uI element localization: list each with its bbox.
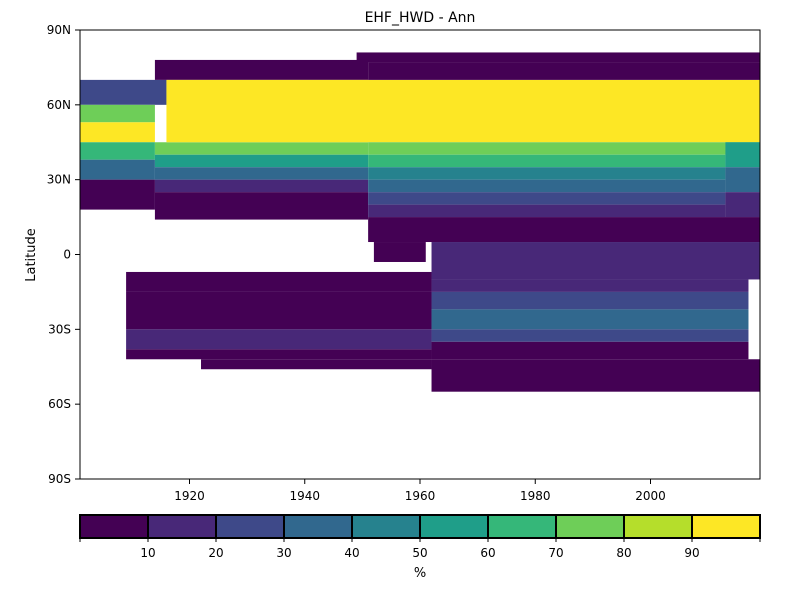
colorbar-tick-label: 50 xyxy=(412,546,427,560)
colorbar-swatch-4 xyxy=(351,514,421,539)
y-tick-label: 60N xyxy=(47,98,71,112)
heatmap-cell-16 xyxy=(368,154,726,168)
y-axis: 90N 60N 30N 0 30S 60S 90S xyxy=(47,23,80,486)
heatmap-cell-2 xyxy=(80,104,155,123)
heatmap-cell-20 xyxy=(368,204,726,218)
heatmap-cell-3 xyxy=(80,122,155,143)
heatmap-cell-17 xyxy=(368,167,726,180)
heatmap-cell-0 xyxy=(356,52,760,63)
colorbar-swatch-1 xyxy=(147,514,217,539)
colorbar-tick-label: 70 xyxy=(548,546,563,560)
chart-title: EHF_HWD - Ann xyxy=(365,10,476,26)
colorbar-swatch-2 xyxy=(215,514,285,539)
heatmap-cell-27 xyxy=(126,271,432,292)
y-tick-label: 0 xyxy=(63,248,71,262)
x-tick-label: 1920 xyxy=(174,489,205,503)
heatmap-cell-10 xyxy=(154,167,369,180)
colorbar-tick-label: 40 xyxy=(344,546,359,560)
colorbar-swatch-8 xyxy=(623,514,693,539)
heatmap-cell-35 xyxy=(126,349,432,360)
x-tick-label: 2000 xyxy=(635,489,666,503)
y-tick-label: 30N xyxy=(47,173,71,187)
heatmap-cell-30 xyxy=(126,291,432,330)
x-tick-label: 1980 xyxy=(520,489,551,503)
x-tick-label: 1940 xyxy=(289,489,320,503)
colorbar-swatch-9 xyxy=(691,514,761,539)
heatmap-cell-34 xyxy=(431,341,749,360)
y-tick-label: 90N xyxy=(47,23,71,37)
heatmap-cell-15 xyxy=(368,142,760,155)
colorbar-tick-label: 90 xyxy=(684,546,699,560)
heatmap-cell-13 xyxy=(166,79,760,143)
heatmap-cell-37 xyxy=(431,359,760,392)
heatmap-cell-26 xyxy=(431,242,760,280)
heatmap-cell-7 xyxy=(154,59,369,80)
colorbar-swatch-6 xyxy=(487,514,557,539)
y-tick-label: 90S xyxy=(48,472,71,486)
heatmap-cell-29 xyxy=(431,291,749,310)
heatmap-cell-19 xyxy=(368,192,726,205)
y-axis-label: Latitude xyxy=(24,228,39,282)
heatmap-cell-6 xyxy=(80,179,155,210)
heatmap-cell-1 xyxy=(80,79,167,105)
heatmap-cell-18 xyxy=(368,179,726,193)
colorbar: 10 20 30 40 50 60 70 80 90 xyxy=(79,514,761,560)
heatmap-cell-36 xyxy=(201,359,432,370)
heatmap-cells xyxy=(80,52,760,392)
heatmap-cell-11 xyxy=(154,179,369,193)
x-tick-label: 1960 xyxy=(405,489,436,503)
colorbar-tick-label: 80 xyxy=(616,546,631,560)
colorbar-swatch-3 xyxy=(283,514,353,539)
colorbar-swatch-0 xyxy=(79,514,149,539)
colorbar-swatch-7 xyxy=(555,514,625,539)
heatmap-cell-32 xyxy=(126,329,432,350)
heatmap-cell-14 xyxy=(368,62,760,80)
heatmap-cell-9 xyxy=(154,154,369,168)
heatmap-cell-12 xyxy=(154,192,369,220)
heatmap-cell-8 xyxy=(154,142,369,155)
heatmap-cell-4 xyxy=(80,142,155,160)
colorbar-tick-label: 10 xyxy=(140,546,155,560)
y-tick-label: 60S xyxy=(48,397,71,411)
heatmap-cell-31 xyxy=(431,309,749,330)
heatmap-cell-28 xyxy=(431,279,749,292)
heatmap-cell-25 xyxy=(373,242,426,262)
x-axis: 1920 1940 1960 1980 2000 xyxy=(174,479,666,503)
colorbar-tick-label: 60 xyxy=(480,546,495,560)
heatmap-cell-24 xyxy=(368,217,760,243)
colorbar-label: % xyxy=(414,566,426,581)
heatmap-cell-21 xyxy=(725,142,760,168)
heatmap-cell-5 xyxy=(80,159,155,180)
heatmap-cell-22 xyxy=(725,167,760,193)
colorbar-swatch-5 xyxy=(419,514,489,539)
heatmap-cell-23 xyxy=(725,192,760,218)
colorbar-tick-label: 20 xyxy=(208,546,223,560)
y-tick-label: 30S xyxy=(48,322,71,336)
heatmap-cell-33 xyxy=(431,329,749,342)
colorbar-tick-label: 30 xyxy=(276,546,291,560)
